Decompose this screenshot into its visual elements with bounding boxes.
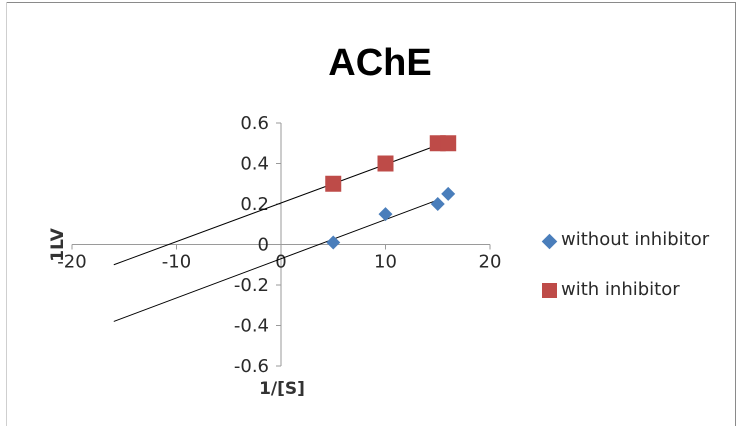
x-tick-label: 20 xyxy=(479,252,502,273)
x-axis-title: 1/[S] xyxy=(259,379,305,399)
legend-item-with-inhibitor: with inhibitor xyxy=(540,278,736,328)
y-axis-title: 1LV xyxy=(48,227,68,261)
x-tick-label: 0 xyxy=(275,252,286,273)
data-point-with-inhibitor xyxy=(440,135,457,152)
legend-label: without inhibitor xyxy=(561,229,710,250)
chart-border-top xyxy=(6,2,736,3)
chart-border-left xyxy=(6,2,7,426)
y-tick-label: -0.2 xyxy=(234,275,269,296)
y-tick-label: -0.6 xyxy=(234,356,269,377)
legend-item-without-inhibitor: without inhibitor xyxy=(540,228,736,278)
data-point-with-inhibitor xyxy=(325,175,342,192)
x-tick-label: -20 xyxy=(57,252,86,273)
trendline-without-inhibitor xyxy=(113,199,438,322)
data-point-without-inhibitor xyxy=(378,207,393,222)
y-tick-label: 0.2 xyxy=(240,194,269,215)
y-tick-label: 0.4 xyxy=(240,154,269,175)
chart-title: AChE xyxy=(328,42,432,84)
data-point-without-inhibitor xyxy=(441,186,456,201)
y-tick-label: 0.6 xyxy=(240,113,269,134)
x-tick-label: -10 xyxy=(162,252,191,273)
chart-border-right xyxy=(735,2,736,426)
legend-label: with inhibitor xyxy=(561,279,680,300)
data-point-without-inhibitor xyxy=(430,197,445,211)
legend: without inhibitor with inhibitor xyxy=(540,228,736,328)
diamond-marker-icon xyxy=(541,233,558,250)
data-point-with-inhibitor xyxy=(377,155,394,172)
data-point-without-inhibitor xyxy=(326,235,341,250)
x-tick-label: 10 xyxy=(374,252,397,273)
square-marker-icon xyxy=(542,283,557,298)
y-tick-label: 0 xyxy=(258,235,269,256)
y-tick-label: -0.4 xyxy=(234,316,269,337)
